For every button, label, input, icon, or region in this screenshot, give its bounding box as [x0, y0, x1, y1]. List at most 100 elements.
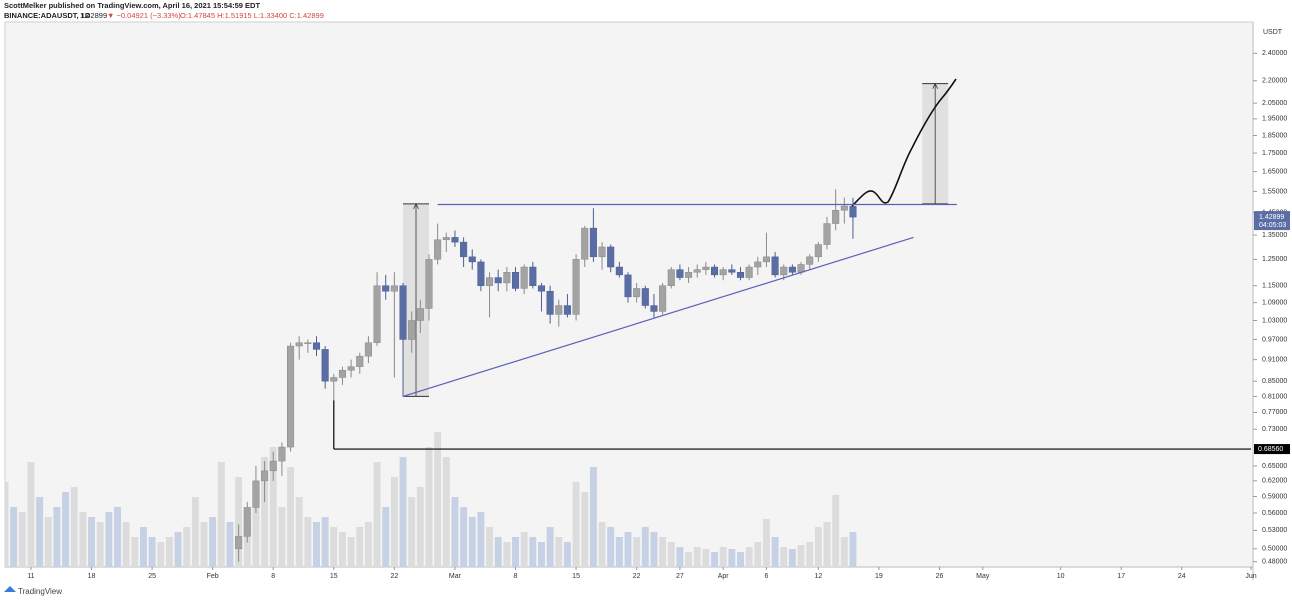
candle-body — [546, 290, 554, 315]
candle-body — [434, 239, 442, 260]
candle-body — [685, 272, 693, 278]
volume-bar — [330, 527, 338, 567]
candle-body — [494, 277, 502, 284]
y-tick-label: 2.40000 — [1262, 50, 1287, 57]
volume-bar — [165, 537, 173, 567]
candle-body — [814, 244, 822, 258]
volume-bar — [546, 527, 554, 567]
candle-body — [416, 308, 424, 321]
volume-bar — [105, 512, 113, 567]
volume-bar — [44, 517, 52, 567]
candle-body — [563, 305, 571, 315]
candle-body — [442, 237, 450, 241]
volume-bar — [70, 487, 78, 567]
volume-bar — [347, 537, 355, 567]
candle-body — [771, 256, 779, 276]
volume-bar — [788, 549, 796, 567]
candle-body — [762, 256, 770, 263]
volume-bar — [849, 532, 857, 567]
volume-bar — [304, 517, 312, 567]
volume-bar — [581, 492, 589, 567]
volume-bar — [451, 497, 459, 567]
y-tick-label: 1.75000 — [1262, 150, 1287, 157]
currency: USDT — [1263, 29, 1283, 36]
y-tick-label: 0.73000 — [1262, 426, 1287, 433]
candle-body — [451, 237, 459, 243]
candle-body — [338, 369, 346, 378]
y-tick-label: 1.85000 — [1262, 132, 1287, 139]
x-tick-label: 26 — [936, 573, 944, 580]
volume-bar — [589, 467, 597, 567]
candle-body — [710, 266, 719, 276]
candle-body — [269, 460, 277, 472]
volume-bar — [382, 507, 390, 567]
volume-bar — [191, 497, 199, 567]
candle-body — [702, 266, 710, 270]
volume-bar — [624, 532, 632, 567]
candle-body — [408, 320, 416, 340]
candle-body — [468, 256, 476, 263]
volume-bar — [641, 527, 649, 567]
candle-body — [399, 285, 407, 340]
volume-bar — [468, 517, 476, 567]
volume-bar — [287, 467, 295, 567]
volume-bar — [685, 552, 693, 567]
candle-body — [659, 285, 667, 312]
volume-bar — [425, 447, 433, 567]
volume-bar — [477, 512, 485, 567]
candle-body — [537, 285, 546, 292]
volume-bar — [338, 532, 346, 567]
candle-body — [780, 266, 788, 276]
x-tick-label: Jun — [1245, 573, 1256, 580]
volume-bar — [408, 497, 416, 567]
price-label: 0.68560 — [1258, 446, 1283, 453]
volume-bar — [814, 527, 822, 567]
volume-bar — [209, 517, 217, 567]
candle-body — [624, 274, 632, 298]
y-tick-label: 0.65000 — [1262, 463, 1287, 470]
measure-arrowhead — [932, 82, 939, 89]
candle-body — [529, 266, 537, 286]
volume-bar — [762, 519, 770, 567]
volume-bar — [390, 477, 398, 567]
volume-bar — [460, 507, 468, 567]
volume-bar — [442, 457, 450, 567]
volume-bar — [607, 527, 615, 567]
countdown-label: 04:05:03 — [1259, 222, 1286, 229]
candle-body — [287, 345, 295, 448]
volume-bar — [243, 527, 251, 567]
measure-arrowhead — [413, 202, 419, 210]
candle-body — [719, 269, 727, 276]
publisher: ScottMelker published on TradingView.com… — [4, 1, 260, 10]
last-price-label: 1.42899 — [1259, 214, 1284, 221]
volume-bar — [27, 462, 35, 567]
watermark: TradingView — [18, 587, 62, 596]
candle-body — [382, 285, 390, 292]
y-tick-label: 2.05000 — [1262, 100, 1287, 107]
volume-bar — [728, 549, 736, 567]
last-price-box — [1254, 211, 1290, 231]
x-tick-label: 18 — [88, 573, 96, 580]
volume-bar — [702, 549, 710, 567]
candle-body — [503, 272, 511, 284]
candle-body — [252, 480, 260, 508]
volume-bar — [633, 537, 641, 567]
y-tick-label: 0.81000 — [1262, 393, 1287, 400]
volume-bar — [615, 537, 623, 567]
volume-bar — [36, 497, 44, 567]
volume-bar — [806, 542, 814, 567]
candle-body — [555, 305, 563, 315]
y-tick-label: 1.03000 — [1262, 317, 1287, 324]
volume-bar — [780, 547, 788, 567]
candle-body — [589, 227, 597, 258]
y-tick-label: 1.95000 — [1262, 116, 1287, 123]
candle-body — [356, 355, 364, 367]
price-label-box — [1254, 444, 1290, 455]
candle-body — [511, 272, 520, 289]
volume-bar — [10, 507, 18, 567]
volume-bar — [261, 457, 269, 567]
drawing-line — [402, 236, 914, 397]
volume-bar — [321, 517, 329, 567]
watermark-group: TradingView — [4, 586, 62, 596]
